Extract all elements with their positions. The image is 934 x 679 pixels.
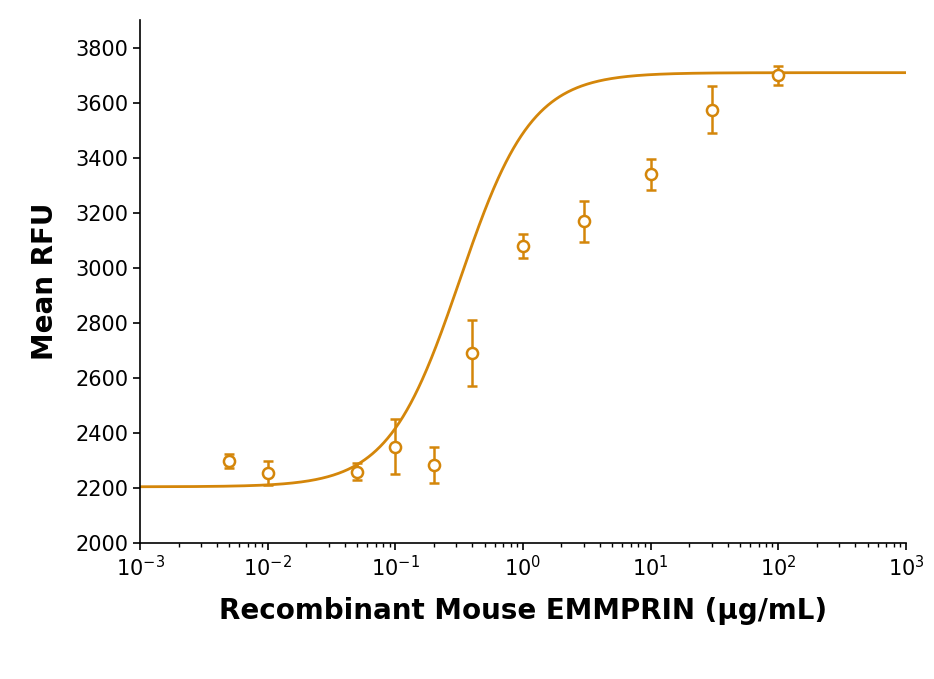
X-axis label: Recombinant Mouse EMMPRIN (μg/mL): Recombinant Mouse EMMPRIN (μg/mL) (219, 597, 828, 625)
Y-axis label: Mean RFU: Mean RFU (31, 203, 59, 361)
